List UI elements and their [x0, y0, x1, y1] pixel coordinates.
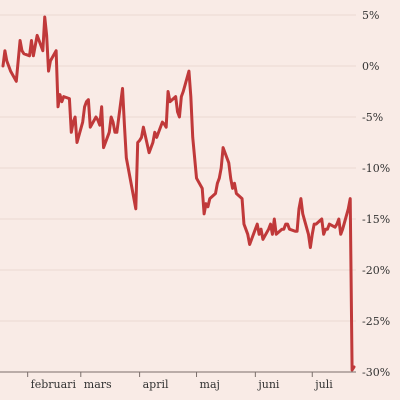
x-tick-label: februari	[31, 378, 77, 391]
y-tick-label: -15%	[362, 213, 390, 226]
series-line	[1, 15, 356, 372]
y-tick-label: -5%	[362, 111, 383, 124]
gridlines	[0, 14, 356, 322]
y-axis: 5% 0% -5% -10% -15% -20% -25% -30%	[362, 9, 390, 379]
x-tick-label: april	[143, 378, 169, 391]
y-tick-label: -10%	[362, 162, 390, 175]
x-tick-label: mars	[84, 378, 112, 391]
y-tick-label: 5%	[362, 9, 379, 22]
y-tick-label: 0%	[362, 60, 379, 73]
x-axis: februari mars april maj juni juli	[0, 371, 356, 391]
y-tick-label: -30%	[362, 366, 390, 379]
y-tick-label: -20%	[362, 264, 390, 277]
x-tick-label: juni	[256, 378, 280, 391]
x-tick-label: juli	[313, 378, 333, 391]
y-tick-label: -25%	[362, 315, 390, 328]
x-tick-label: maj	[200, 378, 220, 391]
